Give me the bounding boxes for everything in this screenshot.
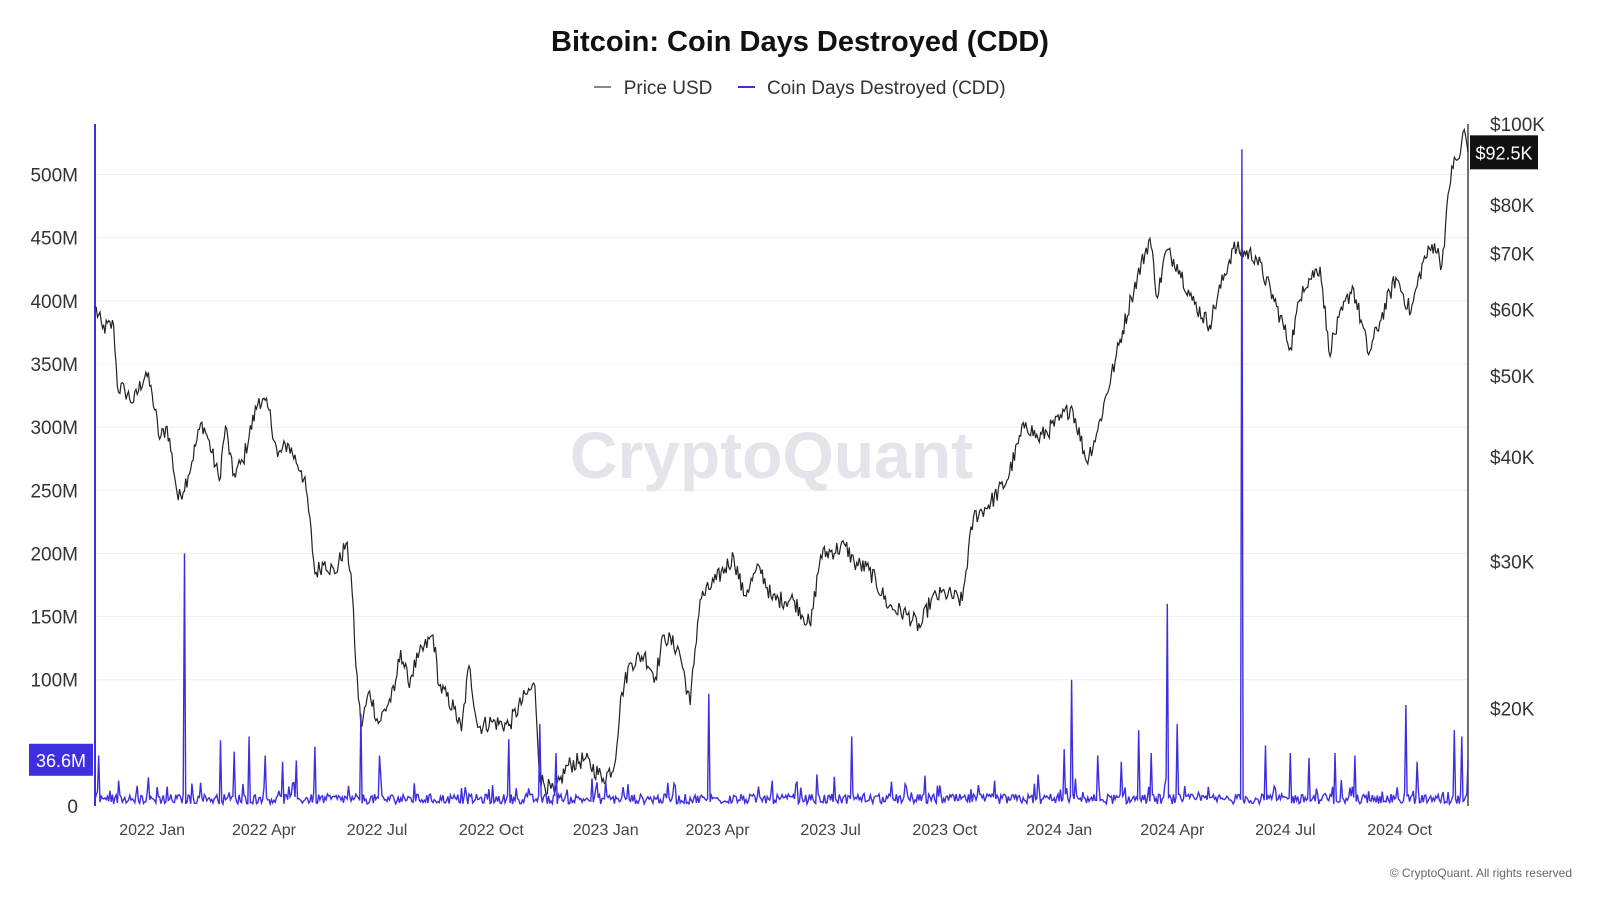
x-tick-label: 2022 Jul — [347, 822, 408, 839]
x-tick-label: 2023 Jul — [800, 822, 861, 839]
y-right-tick-label: $100K — [1490, 115, 1545, 136]
cdd-current-value-bg — [29, 743, 93, 776]
y-left-tick-label: 450M — [30, 229, 78, 250]
legend-label-cdd: Coin Days Destroyed (CDD) — [766, 78, 1006, 99]
y-left-tick-label: 400M — [30, 292, 78, 313]
y-left-tick-label: 250M — [30, 481, 78, 502]
legend: Price USD Coin Days Destroyed (CDD) — [0, 78, 1600, 100]
cdd-current-value-tag: 36.6M — [29, 743, 93, 776]
y-right-tick-label: $70K — [1490, 245, 1535, 266]
legend-item-price[interactable]: Price USD — [594, 78, 712, 100]
x-tick-label: 2023 Jan — [573, 822, 639, 839]
legend-label-price: Price USD — [623, 78, 713, 99]
y-right-tick-label: $40K — [1490, 448, 1535, 469]
y-left-tick-label: 300M — [30, 418, 78, 439]
y-right-tick-label: $20K — [1490, 700, 1535, 721]
cdd-line — [94, 149, 1469, 807]
y-left-tick-label: 500M — [30, 166, 78, 187]
y-left-tick-label: 200M — [30, 544, 78, 565]
x-tick-label: 2024 Jan — [1026, 822, 1092, 839]
y-right-tick-label: $30K — [1490, 552, 1535, 573]
cdd-current-value-label: 36.6M — [36, 751, 86, 771]
price-current-value-label: $92.5K — [1475, 143, 1532, 163]
x-tick-label: 2022 Oct — [459, 822, 524, 839]
y-right-tick-label: $50K — [1490, 367, 1535, 388]
legend-swatch-cdd — [737, 85, 755, 88]
x-tick-label: 2024 Jul — [1255, 822, 1316, 839]
price-current-value-bg — [1470, 135, 1538, 170]
legend-swatch-price — [594, 85, 612, 88]
watermark: CryptoQuant — [570, 418, 973, 492]
copyright-notice: © CryptoQuant. All rights reserved — [1389, 866, 1572, 880]
x-tick-label: 2022 Jan — [119, 822, 185, 839]
x-tick-label: 2024 Oct — [1367, 822, 1432, 839]
y-left-tick-label: 150M — [30, 608, 78, 629]
y-left-tick-label: 100M — [30, 671, 78, 692]
x-tick-label: 2023 Apr — [685, 822, 750, 839]
y-right-tick-label: $60K — [1490, 301, 1535, 322]
x-tick-label: 2023 Oct — [912, 822, 977, 839]
y-left-tick-label: 0 — [67, 797, 78, 818]
x-tick-label: 2022 Apr — [232, 822, 297, 839]
y-left-tick-label: 350M — [30, 355, 78, 376]
legend-item-cdd[interactable]: Coin Days Destroyed (CDD) — [737, 78, 1006, 100]
x-tick-label: 2024 Apr — [1140, 822, 1205, 839]
y-right-tick-label: $80K — [1490, 196, 1535, 217]
chart-title: Bitcoin: Coin Days Destroyed (CDD) — [551, 26, 1049, 58]
price-line — [94, 127, 1469, 796]
price-current-value-tag: $92.5K — [1470, 135, 1538, 170]
